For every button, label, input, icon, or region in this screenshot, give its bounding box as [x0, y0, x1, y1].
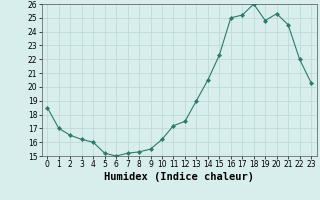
X-axis label: Humidex (Indice chaleur): Humidex (Indice chaleur) — [104, 172, 254, 182]
